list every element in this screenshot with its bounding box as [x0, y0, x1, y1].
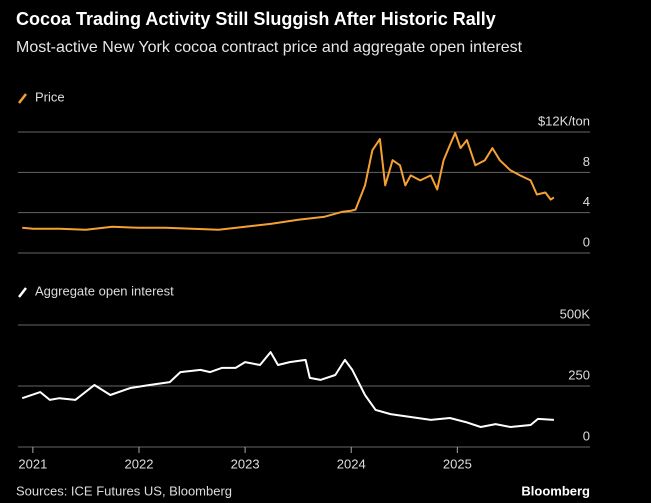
legend-marker [18, 287, 27, 298]
legend-label: Price [35, 89, 65, 104]
x-tick-label: 2022 [125, 456, 154, 471]
legend-label: Aggregate open interest [35, 283, 174, 298]
y-tick-label: 0 [583, 428, 590, 443]
chart-subtitle: Most-active New York cocoa contract pric… [16, 39, 523, 56]
y-tick-label: 500K [560, 306, 591, 321]
y-tick-label: 0 [583, 234, 590, 249]
x-tick-label: 2025 [443, 456, 472, 471]
chart-title: Cocoa Trading Activity Still Sluggish Af… [16, 9, 496, 29]
y-tick-label: $12K/ton [538, 113, 590, 128]
data-line [22, 132, 555, 231]
y-tick-label: 4 [583, 194, 590, 209]
logo: Bloomberg [521, 483, 590, 498]
y-tick-label: 8 [583, 154, 590, 169]
data-line [21, 351, 554, 428]
x-tick-label: 2024 [337, 456, 366, 471]
legend-marker [18, 93, 27, 104]
x-tick-label: 2023 [231, 456, 260, 471]
y-tick-label: 250 [568, 367, 590, 382]
x-tick-label: 2021 [18, 456, 47, 471]
source: Sources: ICE Futures US, Bloomberg [16, 483, 232, 498]
